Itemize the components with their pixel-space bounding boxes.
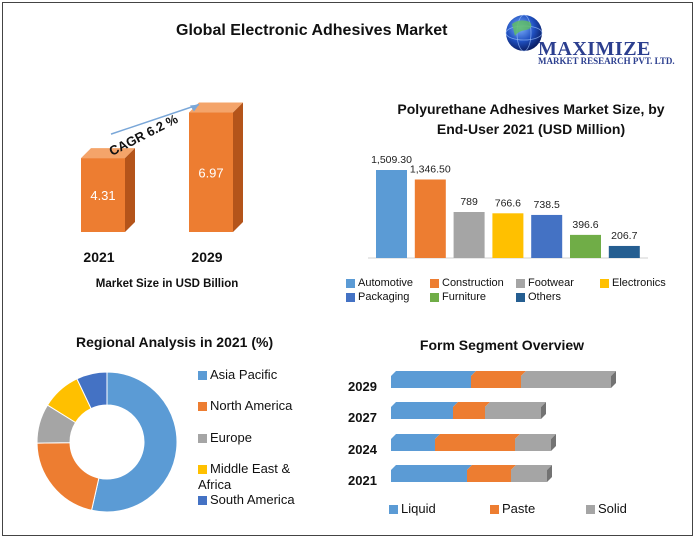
form-tick-label: 2027 xyxy=(348,410,377,425)
donut-slice xyxy=(90,371,178,513)
logo-subtitle: MARKET RESEARCH PVT. LTD. xyxy=(538,56,675,66)
form-tick-label: 2024 xyxy=(348,442,378,457)
market-tick-label: 2029 xyxy=(191,249,222,265)
cagr-arrow-line xyxy=(110,103,200,135)
pu-bar-value-label: 1,346.50 xyxy=(410,163,451,175)
form-tick-label: 2021 xyxy=(348,473,377,488)
pu-legend-item-electronics: Electronics xyxy=(600,277,666,289)
form-bar-end xyxy=(611,371,616,388)
pu-bar xyxy=(531,214,563,258)
form-bar-top xyxy=(515,434,556,439)
pu-legend-item-packaging: Packaging xyxy=(346,291,409,303)
logo-name: MAXIMIZE xyxy=(538,38,651,60)
regional-legend-item-south-america: South America xyxy=(198,492,295,507)
market-bar xyxy=(189,112,233,232)
form-bar-segment xyxy=(391,439,435,451)
donut-slice xyxy=(36,442,100,511)
pu-bar xyxy=(492,213,524,258)
form-bar-top xyxy=(471,371,526,376)
form-bar-segment xyxy=(391,470,467,482)
pu-legend-item-footwear: Footwear xyxy=(516,277,574,289)
pu-bar xyxy=(570,234,601,258)
form-chart-title: Form Segment Overview xyxy=(419,337,585,353)
pu-bar-value-label: 1,509.30 xyxy=(371,154,412,166)
form-bar-top xyxy=(511,465,552,470)
form-bar-top xyxy=(435,434,520,439)
regional-legend-item-europe: Europe xyxy=(198,430,252,445)
form-legend-item-paste: Paste xyxy=(490,501,535,516)
regional-chart-title: Regional Analysis in 2021 (%) xyxy=(76,334,274,350)
pu-bar-value-label: 206.7 xyxy=(611,230,637,242)
form-bar-top xyxy=(391,402,458,407)
donut-slice xyxy=(76,371,108,410)
pu-legend-item-automotive: Automotive xyxy=(346,277,413,289)
pu-bar-value-label: 738.5 xyxy=(534,199,560,211)
pu-bar xyxy=(453,211,485,258)
form-bar-segment xyxy=(391,376,471,388)
pu-bar xyxy=(414,179,446,258)
pu-legend-item-construction: Construction xyxy=(430,277,504,289)
cagr-arrow-head xyxy=(190,104,199,112)
market-bar-value-label: 6.97 xyxy=(198,165,223,180)
form-bar-segment xyxy=(485,407,541,419)
market-bar-value-label: 4.31 xyxy=(90,188,115,203)
regional-donut-chart xyxy=(36,371,178,513)
form-bar-segment xyxy=(515,439,551,451)
form-bar-end xyxy=(541,402,546,419)
pu-bar-value-label: 766.6 xyxy=(495,197,521,209)
pu-bar-value-label: 396.6 xyxy=(572,219,598,231)
pu-legend-item-others: Others xyxy=(516,291,561,303)
market-bar xyxy=(81,158,125,232)
regional-legend-item-middle-east-africa: Middle East & Africa xyxy=(198,461,291,492)
pu-bar xyxy=(608,245,640,258)
market-bar-top xyxy=(81,148,135,159)
page-title: Global Electronic Adhesives Market xyxy=(176,22,448,39)
form-bar-top xyxy=(391,465,472,470)
form-bar-segment xyxy=(511,470,547,482)
market-bar-top xyxy=(189,102,243,113)
regional-legend-item-north-america: North America xyxy=(198,398,292,413)
form-bar-segment xyxy=(471,376,521,388)
globe-icon xyxy=(505,14,543,52)
pu-bar xyxy=(376,170,407,258)
polyurethane-chart: 1,509.301,346.50 789 766.6 738.5 396.6 206.7 xyxy=(368,154,648,259)
form-bar-top xyxy=(521,371,616,376)
form-bar-top xyxy=(485,402,546,407)
form-bar-segment xyxy=(521,376,611,388)
form-bar-segment xyxy=(467,470,511,482)
market-bar-side xyxy=(233,102,243,232)
pu-bar-value-label: 789 xyxy=(460,196,478,208)
form-bar-top xyxy=(467,465,516,470)
form-segment-chart: 2029 2027 2024 2021 xyxy=(348,371,616,488)
form-bar-end xyxy=(547,465,552,482)
pu-chart-title: Polyurethane Adhesives Market Size, by E… xyxy=(397,101,665,137)
form-bar-segment xyxy=(453,407,485,419)
form-bar-top xyxy=(391,434,440,439)
form-bar-segment xyxy=(435,439,515,451)
market-bar-side xyxy=(125,148,135,232)
form-bar-segment xyxy=(391,407,453,419)
regional-legend-item-asia-pacific: Asia Pacific xyxy=(198,367,277,382)
pu-legend-item-furniture: Furniture xyxy=(430,291,486,303)
form-legend-item-solid: Solid xyxy=(586,501,627,516)
market-size-chart: 4.31 2021 6.97 2029 CAGR 6.2 % xyxy=(81,102,243,265)
form-legend-item-liquid: Liquid xyxy=(389,501,436,516)
cagr-annotation: CAGR 6.2 % xyxy=(107,111,181,159)
form-bar-top xyxy=(391,371,476,376)
form-bar-end xyxy=(551,434,556,451)
market-tick-label: 2021 xyxy=(83,249,114,265)
form-tick-label: 2029 xyxy=(348,379,377,394)
market-size-xlabel: Market Size in USD Billion xyxy=(95,278,239,290)
form-bar-top xyxy=(453,402,490,407)
